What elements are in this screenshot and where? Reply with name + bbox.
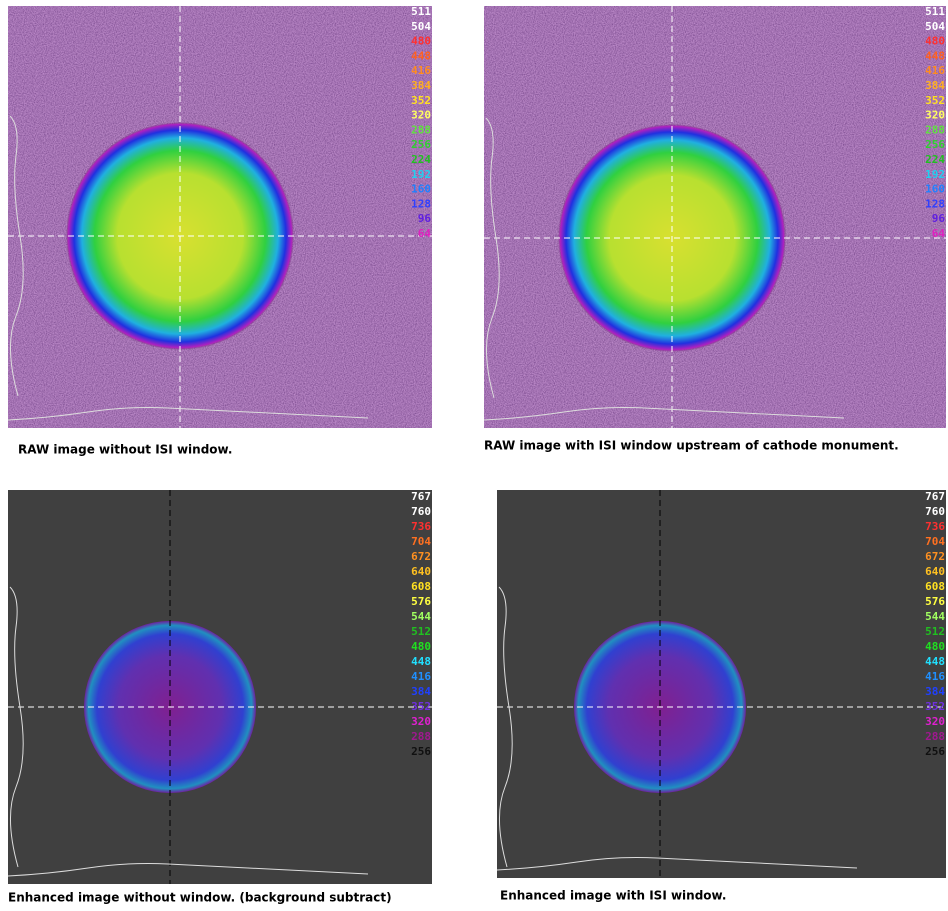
scale-label: 160 — [925, 183, 945, 196]
scale-label: 736 — [411, 520, 431, 533]
scale-label: 224 — [411, 153, 431, 166]
scale-label: 672 — [411, 550, 431, 563]
scale-label: 320 — [925, 109, 945, 122]
scale-label: 96 — [932, 212, 946, 225]
caption: Enhanced image without window. (backgrou… — [8, 891, 392, 905]
scale-label: 672 — [925, 550, 945, 563]
scale-label: 760 — [925, 505, 945, 518]
scale-label: 544 — [925, 610, 945, 623]
scale-label: 608 — [411, 580, 431, 593]
scale-label: 480 — [411, 35, 431, 48]
scale-label: 352 — [411, 94, 431, 107]
scale-label: 448 — [925, 655, 945, 668]
scale-label: 704 — [411, 535, 431, 548]
figure: 5115044804484163843523202882562241921601… — [0, 0, 948, 911]
scale-label: 64 — [932, 227, 946, 240]
scale-label: 352 — [925, 94, 945, 107]
scale-label: 448 — [411, 49, 431, 62]
scale-label: 224 — [925, 153, 945, 166]
caption: RAW image without ISI window. — [18, 443, 232, 457]
scale-label: 64 — [418, 227, 432, 240]
image-panel: 767 760 736 704 672 640 608 576 544 512 480 448 416 3… — [8, 490, 432, 905]
scale-label: 480 — [925, 35, 945, 48]
scale-label: 511 — [411, 5, 431, 18]
scale-label: 512 — [925, 625, 945, 638]
scale-label: 704 — [925, 535, 945, 548]
scale-label: 640 — [925, 565, 945, 578]
scale-label: 576 — [411, 595, 431, 608]
scale-label: 480 — [411, 640, 431, 653]
scale-label: 256 — [925, 138, 945, 151]
scale-label: 288 — [411, 730, 431, 743]
scale-label: 288 — [925, 123, 945, 136]
scale-label: 320 — [925, 715, 945, 728]
scale-label: 384 — [925, 79, 945, 92]
scale-label: 640 — [411, 565, 431, 578]
scale-label: 192 — [925, 168, 945, 181]
scale-label: 544 — [411, 610, 431, 623]
scale-label: 448 — [925, 49, 945, 62]
scale-label: 288 — [411, 123, 431, 136]
scale-label: 504 — [411, 20, 431, 33]
scale-label: 576 — [925, 595, 945, 608]
scale-label: 256 — [411, 138, 431, 151]
scale-label: 288 — [925, 730, 945, 743]
scale-label: 384 — [925, 685, 945, 698]
scale-label: 736 — [925, 520, 945, 533]
scale-label: 760 — [411, 505, 431, 518]
scale-label: 767 — [925, 490, 945, 503]
scale-label: 96 — [418, 212, 432, 225]
image-panel: 767 760 736 704 672 640 608 576 544 512 480 448 416 3… — [497, 490, 946, 903]
scale-label: 384 — [411, 685, 431, 698]
scale-label: 511 — [925, 5, 945, 18]
scale-label: 352 — [411, 700, 431, 713]
scale-label: 448 — [411, 655, 431, 668]
scale-label: 192 — [411, 168, 431, 181]
scale-label: 352 — [925, 700, 945, 713]
scale-label: 767 — [411, 490, 431, 503]
scale-label: 128 — [411, 197, 431, 210]
scale-label: 320 — [411, 109, 431, 122]
scale-label: 504 — [925, 20, 945, 33]
scale-label: 416 — [925, 64, 945, 77]
caption: RAW image with ISI window upstream of ca… — [484, 439, 899, 453]
scale-label: 256 — [411, 745, 431, 758]
scale-label: 608 — [925, 580, 945, 593]
caption: Enhanced image with ISI window. — [500, 889, 726, 903]
scale-label: 128 — [925, 197, 945, 210]
scale-label: 480 — [925, 640, 945, 653]
scale-label: 320 — [411, 715, 431, 728]
scale-label: 160 — [411, 183, 431, 196]
scale-label: 512 — [411, 625, 431, 638]
scale-label: 416 — [411, 64, 431, 77]
scale-label: 384 — [411, 79, 431, 92]
scale-label: 416 — [925, 670, 945, 683]
scale-label: 256 — [925, 745, 945, 758]
scale-label: 416 — [411, 670, 431, 683]
